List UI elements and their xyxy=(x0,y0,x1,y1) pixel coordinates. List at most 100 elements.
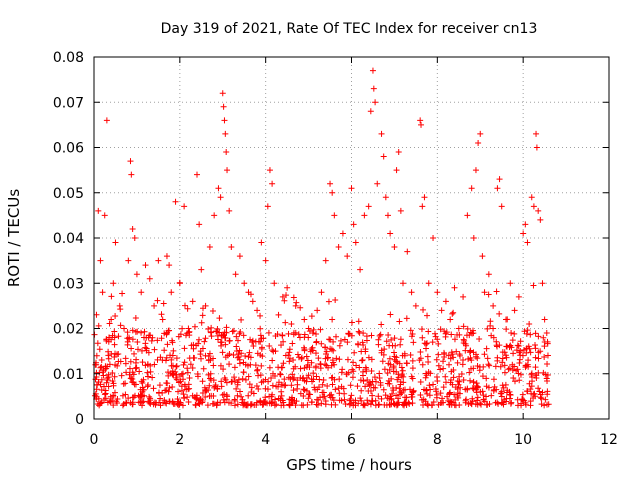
band-point xyxy=(492,399,499,406)
band-point xyxy=(180,391,187,398)
band-point xyxy=(477,388,484,395)
band-point xyxy=(390,387,397,394)
band-point xyxy=(426,382,433,389)
band-point xyxy=(290,387,297,394)
band-point xyxy=(111,341,118,348)
band-point xyxy=(517,371,524,378)
band-point xyxy=(541,338,548,345)
band-point xyxy=(345,330,352,337)
band-point xyxy=(486,362,493,369)
band-point xyxy=(278,342,285,349)
band-point xyxy=(418,326,425,333)
band-point xyxy=(110,382,117,389)
band-point xyxy=(199,312,206,319)
band-point xyxy=(291,374,298,381)
band-point xyxy=(469,330,476,337)
data-point xyxy=(133,271,140,278)
band-point xyxy=(322,351,329,358)
data-point xyxy=(172,198,179,205)
band-point xyxy=(469,385,476,392)
band-point xyxy=(499,355,506,362)
data-point xyxy=(151,302,158,309)
band-point xyxy=(519,352,526,359)
band-point xyxy=(213,402,220,409)
band-point xyxy=(105,355,112,362)
data-point xyxy=(412,302,419,309)
data-point xyxy=(524,239,531,246)
data-point xyxy=(537,216,544,223)
band-point xyxy=(305,395,312,402)
band-point xyxy=(432,330,439,337)
band-point xyxy=(95,395,102,402)
band-point xyxy=(222,376,229,383)
band-point xyxy=(390,400,397,407)
band-point xyxy=(294,385,301,392)
band-point xyxy=(154,337,161,344)
x-axis-label: GPS time / hours xyxy=(286,456,412,474)
y-tick-label: 0.08 xyxy=(53,50,84,66)
data-point xyxy=(101,212,108,219)
band-point xyxy=(427,386,434,393)
band-point xyxy=(320,377,327,384)
band-point xyxy=(277,395,284,402)
band-point xyxy=(234,401,241,408)
band-point xyxy=(542,396,549,403)
band-point xyxy=(375,401,382,408)
band-point xyxy=(394,401,401,408)
data-point xyxy=(112,239,119,246)
band-point xyxy=(469,395,476,402)
band-point xyxy=(142,344,149,351)
band-point xyxy=(229,328,236,335)
band-point xyxy=(185,398,192,405)
band-point xyxy=(202,394,209,401)
band-point xyxy=(143,345,150,352)
band-point xyxy=(199,378,206,385)
band-point xyxy=(437,400,444,407)
y-tick-label: 0.03 xyxy=(53,276,84,292)
band-point xyxy=(225,399,232,406)
band-point xyxy=(277,371,284,378)
band-point xyxy=(244,402,251,409)
band-point xyxy=(198,355,205,362)
band-point xyxy=(196,396,203,403)
band-point xyxy=(254,367,261,374)
band-point xyxy=(185,386,192,393)
band-point xyxy=(504,343,511,350)
band-point xyxy=(425,358,432,365)
band-point xyxy=(248,384,255,391)
band-point xyxy=(338,383,345,390)
band-point xyxy=(240,332,247,339)
band-point xyxy=(233,343,240,350)
band-point xyxy=(297,365,304,372)
band-point xyxy=(101,391,108,398)
band-point xyxy=(367,381,374,388)
band-point xyxy=(312,364,319,371)
band-point xyxy=(288,382,295,389)
band-point xyxy=(406,400,413,407)
band-point xyxy=(514,396,521,403)
band-point xyxy=(108,293,115,300)
data-point xyxy=(155,257,162,264)
band-point xyxy=(151,346,158,353)
band-point xyxy=(544,401,551,408)
band-point xyxy=(313,331,320,338)
band-point xyxy=(234,337,241,344)
band-point xyxy=(165,369,172,376)
band-point xyxy=(503,326,510,333)
band-point xyxy=(98,376,105,383)
data-point xyxy=(275,311,282,318)
y-tick-label: 0.01 xyxy=(53,367,84,383)
band-point xyxy=(107,393,114,400)
band-point xyxy=(129,327,136,334)
band-point xyxy=(423,341,430,348)
band-point xyxy=(472,401,479,408)
band-point xyxy=(304,357,311,364)
band-point xyxy=(478,401,485,408)
band-point xyxy=(440,365,447,372)
band-point xyxy=(238,393,245,400)
band-point xyxy=(401,350,408,357)
band-point xyxy=(188,342,195,349)
data-point xyxy=(442,298,449,305)
band-point xyxy=(419,361,426,368)
band-point xyxy=(494,357,501,364)
